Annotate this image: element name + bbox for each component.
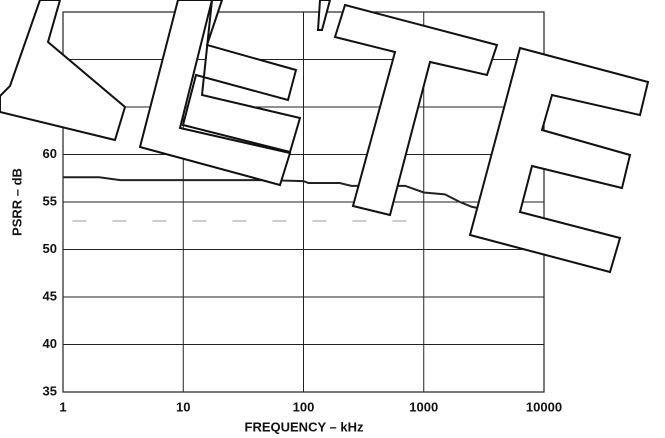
- y-tick-label: 60: [43, 146, 57, 161]
- watermark-letter: [181, 0, 302, 154]
- plot-area: 354045505560657075110100100010000: [43, 3, 563, 414]
- x-tick-label: 10: [176, 399, 190, 414]
- y-tick-label: 40: [43, 336, 57, 351]
- y-axis-label: PSRR – dB: [9, 168, 24, 236]
- x-tick-label: 1: [59, 399, 66, 414]
- watermark-letter: [316, 0, 332, 31]
- watermark-letter: [0, 0, 127, 142]
- y-tick-label: 50: [43, 241, 57, 256]
- watermark-letter: [468, 46, 650, 274]
- obsolete-watermark: [0, 0, 650, 274]
- y-tick-label: 45: [43, 288, 57, 303]
- y-tick-label: 55: [43, 193, 57, 208]
- y-tick-label: 35: [43, 383, 57, 398]
- x-tick-label: 1000: [409, 399, 438, 414]
- data-line: [63, 176, 509, 224]
- x-tick-label: 10000: [526, 399, 562, 414]
- x-tick-label: 100: [293, 399, 315, 414]
- x-axis-label: FREQUENCY – kHz: [245, 419, 364, 434]
- watermark-letter: [333, 3, 499, 217]
